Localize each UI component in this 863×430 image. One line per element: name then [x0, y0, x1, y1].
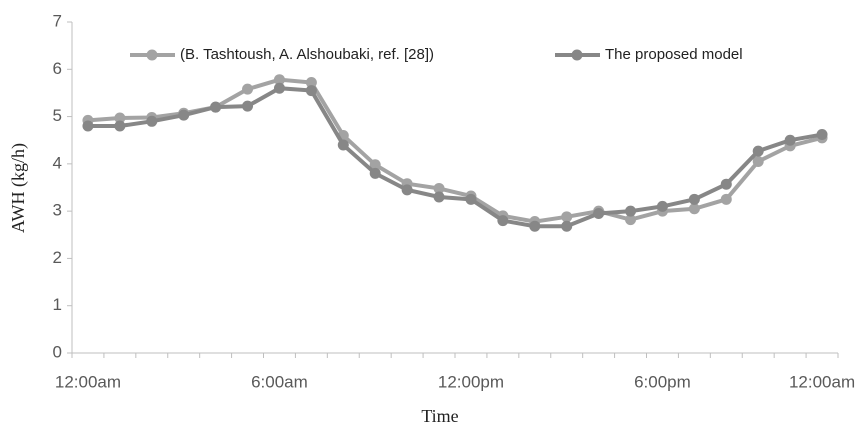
legend-marker [146, 49, 158, 61]
x-tick-label: 6:00pm [634, 372, 691, 391]
y-tick-label: 6 [53, 59, 62, 78]
x-axis-label: Time [421, 406, 458, 426]
point [784, 134, 796, 146]
point [210, 101, 222, 113]
point [433, 182, 445, 194]
point [305, 85, 317, 97]
y-tick-label: 2 [53, 248, 62, 267]
point [561, 220, 573, 232]
point [242, 100, 254, 112]
y-tick-label: 3 [53, 201, 62, 220]
point [305, 77, 317, 89]
point [688, 203, 700, 215]
point [752, 155, 764, 167]
point [401, 184, 413, 196]
point [433, 191, 445, 203]
point [242, 83, 254, 95]
legend-label: (B. Tashtoush, A. Alshoubaki, ref. [28]) [180, 46, 434, 63]
point [273, 82, 285, 94]
point [114, 112, 126, 124]
point [337, 139, 349, 151]
point [625, 214, 637, 226]
point [273, 74, 285, 86]
point [82, 120, 94, 132]
legend-label: The proposed model [605, 46, 743, 63]
point [146, 115, 158, 127]
point [178, 109, 190, 121]
y-tick-label: 1 [53, 295, 62, 314]
y-tick-label: 7 [53, 11, 62, 30]
y-tick-label: 5 [53, 106, 62, 125]
x-tick-label: 12:00am [55, 372, 121, 391]
x-tick-label: 6:00am [251, 372, 308, 391]
point [369, 167, 381, 179]
point [114, 120, 126, 132]
point [561, 211, 573, 223]
x-tick-label: 12:00pm [438, 372, 504, 391]
point [752, 145, 764, 157]
point [369, 159, 381, 171]
y-tick-label: 0 [53, 342, 62, 361]
y-axis-label: AWH (kg/h) [8, 143, 29, 233]
point [720, 193, 732, 205]
point [688, 193, 700, 205]
point [625, 205, 637, 217]
point [720, 178, 732, 190]
point [656, 200, 668, 212]
point [529, 220, 541, 232]
x-tick-label: 12:00am [789, 372, 855, 391]
legend-marker [571, 49, 583, 61]
point [593, 208, 605, 220]
series-line [87, 77, 823, 224]
point [465, 193, 477, 205]
point [816, 129, 828, 141]
y-tick-label: 4 [53, 153, 62, 172]
point [497, 215, 509, 227]
